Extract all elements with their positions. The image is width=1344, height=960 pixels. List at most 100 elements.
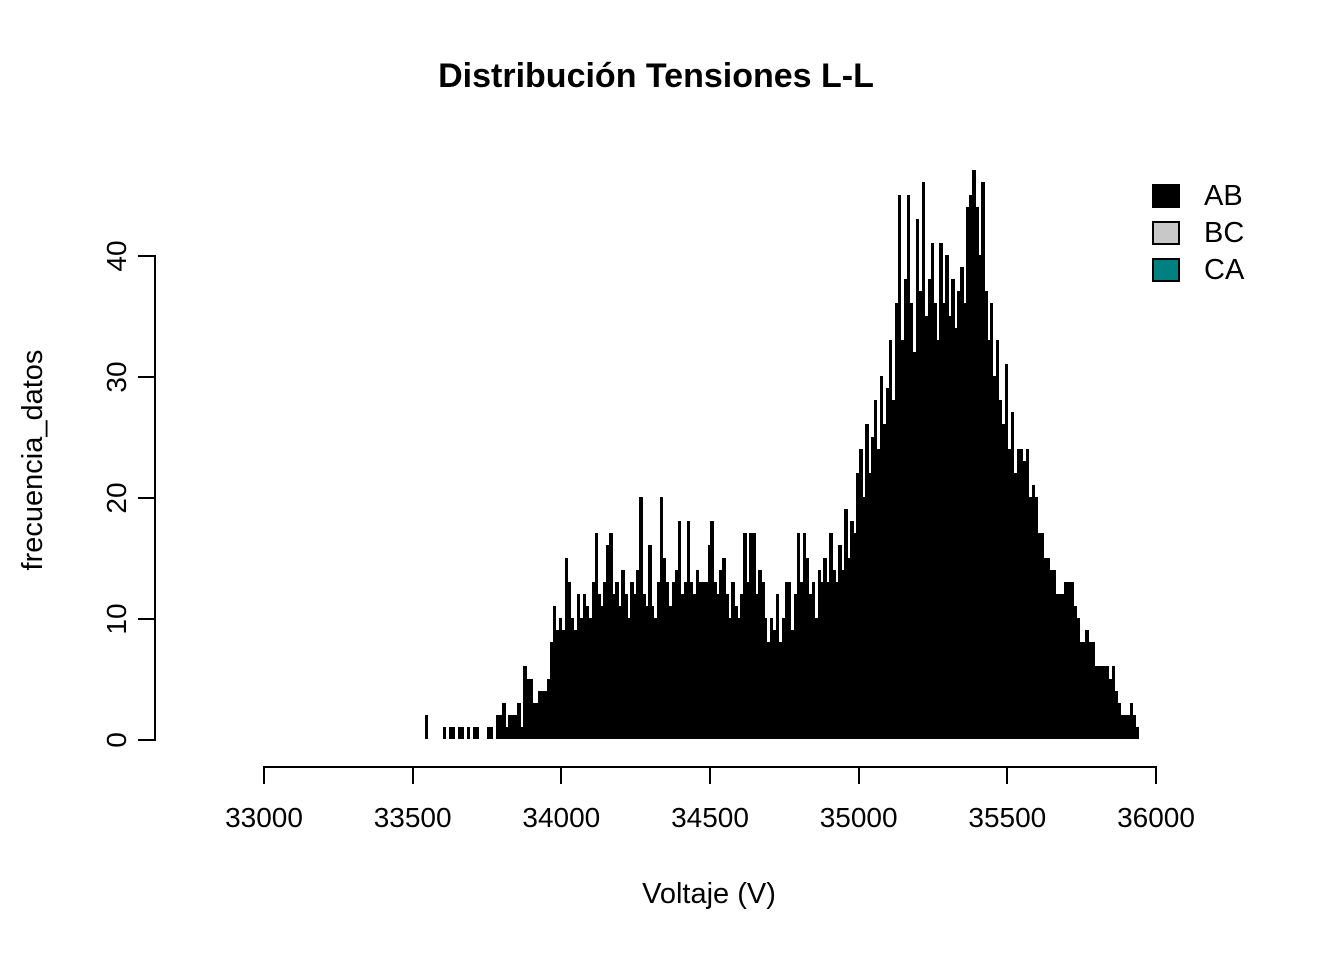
histogram-bar — [1111, 666, 1116, 739]
histogram-bar — [906, 194, 911, 739]
histogram-bar — [597, 593, 601, 739]
histogram-bar — [615, 581, 619, 739]
histogram-bar — [882, 424, 887, 739]
histogram-bar — [710, 521, 714, 739]
x-tick-label: 34000 — [522, 802, 601, 833]
histogram-bar — [936, 339, 940, 739]
y-tick — [138, 739, 154, 741]
histogram-bar — [1010, 412, 1015, 739]
legend-row-bc: BC — [1152, 219, 1244, 248]
histogram-bar — [752, 533, 756, 739]
histogram-bar — [716, 593, 720, 739]
histogram-bar — [969, 194, 973, 739]
legend-label-ab: AB — [1204, 180, 1243, 212]
histogram-bar — [546, 678, 551, 739]
histogram-bar — [987, 339, 991, 739]
histogram-bar — [642, 593, 646, 739]
histogram-bar — [731, 581, 735, 739]
histogram-bar — [746, 581, 750, 739]
histogram-bar — [805, 557, 810, 739]
histogram-bar — [963, 303, 967, 739]
histogram-bar — [1099, 666, 1104, 739]
histogram-bar — [609, 533, 613, 739]
histogram-bar — [567, 581, 572, 739]
histogram-bar — [636, 569, 640, 739]
histogram-bar — [704, 581, 708, 739]
histogram-bar — [749, 533, 753, 739]
histogram-bar — [514, 714, 518, 739]
histogram-bar — [541, 690, 545, 739]
histogram-bar — [942, 303, 946, 739]
histogram-bar — [1120, 714, 1125, 739]
histogram-bar — [585, 605, 590, 739]
histogram-bar — [1073, 605, 1077, 739]
histogram-bar — [966, 206, 970, 739]
histogram-bar — [835, 581, 839, 739]
histogram-bar — [790, 630, 795, 739]
histogram-bar — [1132, 714, 1137, 739]
histogram-bar — [1108, 678, 1113, 739]
histogram-bar — [612, 593, 616, 739]
histogram-bar — [535, 702, 539, 739]
histogram-bar — [543, 690, 548, 739]
histogram-bar — [549, 642, 554, 739]
histogram-bar — [529, 678, 533, 739]
legend: AB BC CA — [1152, 182, 1244, 293]
histogram-bar — [630, 581, 634, 739]
histogram-bar — [811, 581, 816, 739]
histogram-bar — [1097, 666, 1101, 739]
histogram-bar — [924, 315, 929, 739]
legend-row-ab: AB — [1152, 180, 1244, 212]
y-tick-label: 20 — [101, 482, 132, 514]
histogram-bar — [918, 291, 923, 739]
histogram-bar — [862, 497, 866, 739]
histogram-bar — [588, 618, 593, 739]
histogram-bar — [728, 618, 732, 739]
histogram-bar — [594, 533, 598, 739]
histogram-bar — [487, 726, 491, 739]
histogram-bar — [576, 593, 581, 739]
histogram-bar — [734, 605, 738, 739]
histogram-bar — [1019, 448, 1024, 739]
y-tick-label: 40 — [101, 240, 132, 272]
histogram-bar — [606, 545, 610, 739]
x-tick-label: 33500 — [373, 802, 452, 833]
histogram-bar — [960, 267, 964, 739]
histogram-bar — [561, 630, 566, 739]
histogram-bar — [475, 726, 479, 739]
legend-swatch-ca — [1152, 258, 1180, 282]
histogram-bar — [1102, 666, 1107, 739]
histogram-bar — [1085, 630, 1089, 739]
histogram-bar — [832, 569, 836, 739]
histogram-bar — [909, 303, 914, 739]
histogram-bar — [558, 618, 563, 739]
histogram-bar — [1016, 448, 1021, 739]
histogram-bar — [975, 206, 979, 739]
histogram-bar — [743, 533, 747, 739]
histogram-bar — [1079, 642, 1083, 739]
histogram-bar — [674, 569, 679, 739]
histogram-bar — [1123, 714, 1128, 739]
histogram-bar — [954, 327, 958, 739]
x-tick — [411, 766, 414, 784]
chart-title: Distribución Tensiones L-L — [438, 57, 874, 95]
histogram-bar — [885, 388, 890, 739]
y-tick — [138, 618, 154, 620]
histogram-bar — [844, 509, 848, 739]
histogram-bar — [621, 569, 625, 739]
x-tick-label: 34500 — [671, 802, 749, 833]
histogram-bar — [671, 581, 676, 739]
histogram-bar — [499, 714, 503, 739]
histogram-bar — [701, 581, 706, 739]
histogram-bar — [978, 255, 982, 739]
x-tick-label: 36000 — [1117, 802, 1195, 833]
histogram-bar — [627, 618, 631, 739]
histogram-bar — [680, 593, 685, 739]
histogram-bar — [722, 557, 726, 739]
y-tick — [138, 255, 154, 257]
histogram-bar — [796, 533, 801, 739]
histogram-bar — [505, 726, 509, 739]
histogram-bar — [829, 533, 833, 739]
histogram-bar — [1025, 448, 1030, 739]
